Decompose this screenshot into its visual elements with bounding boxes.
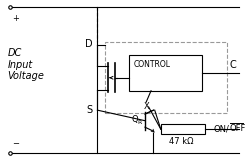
Text: +: + [12, 14, 19, 23]
Text: 47 kΩ: 47 kΩ [169, 137, 194, 146]
Text: X: X [143, 102, 149, 111]
Bar [161, 124, 205, 134]
Text: R: R [137, 120, 141, 125]
Text: OFF: OFF [230, 124, 246, 133]
Text: −: − [12, 139, 19, 148]
Text: DC
Input
Voltage: DC Input Voltage [7, 48, 44, 81]
Text: Q: Q [131, 115, 138, 124]
Bar [105, 42, 227, 113]
Text: ON/: ON/ [213, 124, 229, 133]
Text: CONTROL: CONTROL [134, 60, 171, 69]
Text: D: D [85, 39, 93, 49]
Text: S: S [86, 105, 93, 115]
Bar [129, 55, 202, 91]
Text: C: C [230, 60, 236, 70]
